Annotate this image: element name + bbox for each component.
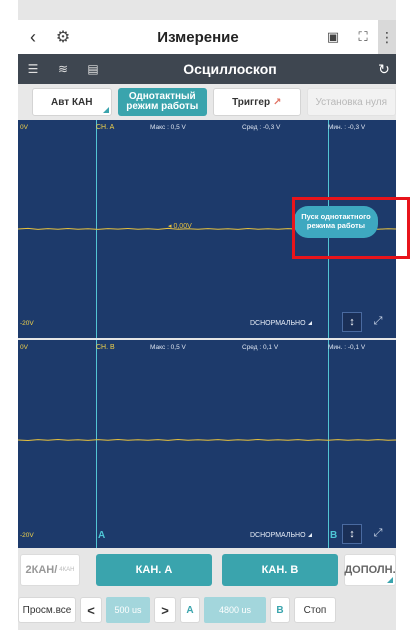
vertical-adjust-icon[interactable]: ↕ xyxy=(342,312,362,332)
more-label: ДОПОЛН. xyxy=(344,564,396,576)
toolbar-title: Осциллоскоп xyxy=(183,61,277,77)
dropdown-corner-icon xyxy=(307,533,312,537)
single-mode-label: Однотактный режим работы xyxy=(126,90,199,112)
single-start-button[interactable]: Пуск однотактного режима работы xyxy=(294,206,378,238)
single-mode-button[interactable]: Однотактный режим работы xyxy=(117,88,208,116)
two-channel-button[interactable]: 2КАН/ 4КАН xyxy=(20,554,80,586)
cursor-b-label[interactable]: B xyxy=(330,530,338,541)
cursor-b-line[interactable] xyxy=(328,340,329,548)
prev-button[interactable]: < xyxy=(80,597,102,623)
single-start-label: Пуск однотактного режима работы xyxy=(301,212,371,230)
channel-a-label: КАН. А xyxy=(135,564,173,576)
trigger-edge-icon: ↗ xyxy=(273,96,282,108)
channel-b-label: КАН. В xyxy=(261,564,299,576)
vertical-adjust-icon[interactable]: ↕ xyxy=(342,524,362,544)
auto-channel-button[interactable]: Авт КАН xyxy=(32,88,112,116)
trigger-label: Триггер xyxy=(232,96,271,108)
four-channel-label: 4КАН xyxy=(59,567,75,573)
cursor-a-line[interactable] xyxy=(96,340,97,548)
next-button[interactable]: > xyxy=(154,597,176,623)
page-title: Измерение xyxy=(157,28,239,46)
title-bar: ‹ ⚙ Измерение ▣ ⛶ ⋮ xyxy=(18,20,396,54)
fullscreen-icon[interactable]: ⛶ xyxy=(358,29,368,44)
mode-buttons-row: Авт КАН Однотактный режим работы Триггер… xyxy=(18,84,396,120)
avg-value: Сред : 0,1 V xyxy=(242,344,279,351)
vci-logo-icon: ⚙ xyxy=(55,29,71,46)
two-channel-label: 2КАН/ xyxy=(25,564,58,576)
dropdown-corner-icon xyxy=(102,107,109,113)
min-value: Мин. : -0,3 V xyxy=(328,124,366,131)
bottom-voltage-label: -20V xyxy=(20,320,34,327)
coupling-mode-dropdown[interactable]: DСНОРМАЛЬНО xyxy=(250,320,312,327)
channel-b-button[interactable]: КАН. В xyxy=(222,554,338,586)
bottom-voltage-label: -20V xyxy=(20,532,34,539)
battery-icon: ▣ xyxy=(326,29,340,44)
expand-icon[interactable]: ⤢ xyxy=(373,527,383,539)
expand-icon[interactable]: ⤢ xyxy=(373,315,383,327)
max-value: Макс : 0,5 V xyxy=(150,344,186,351)
cursor-a-label[interactable]: A xyxy=(98,530,106,541)
cursor-a-button[interactable]: A xyxy=(180,597,200,623)
channel-a-button[interactable]: КАН. А xyxy=(96,554,212,586)
coupling-mode-label: DСНОРМАЛЬНО xyxy=(250,532,306,539)
coupling-mode-label: DСНОРМАЛЬНО xyxy=(250,320,306,327)
time-b-field[interactable]: 4800 us xyxy=(204,597,266,623)
trigger-button[interactable]: Триггер ↗ xyxy=(213,88,301,116)
stop-button[interactable]: Стоп xyxy=(294,597,336,623)
time-a-field[interactable]: 500 us xyxy=(106,597,150,623)
bottom-controls: Просм.все < 500 us > A 4800 us B Стоп xyxy=(18,594,396,626)
min-value: Мин. : -0,1 V xyxy=(328,344,366,351)
more-menu-icon[interactable]: ⋮ xyxy=(378,20,396,54)
trigger-marker-icon: ◂ xyxy=(168,223,172,230)
more-button[interactable]: ДОПОЛН. xyxy=(344,554,396,586)
zero-setup-button[interactable]: Установка нуля xyxy=(306,88,396,116)
scope-panel-b[interactable]: 0V CH. B Макс : 0,5 V Сред : 0,1 V Мин. … xyxy=(18,340,396,548)
dropdown-corner-icon xyxy=(387,577,393,583)
app-window: ‹ ⚙ Измерение ▣ ⛶ ⋮ ☰ ≋ ▤ Осциллоскоп ↻ … xyxy=(18,0,396,630)
trace-marker: ◂ 0,00V xyxy=(168,222,192,230)
highlight-box xyxy=(292,197,410,259)
layout-icon[interactable]: ▤ xyxy=(87,62,99,76)
toolbar: ☰ ≋ ▤ Осциллоскоп ↻ xyxy=(18,54,396,84)
marker-value: 0,00V xyxy=(173,223,192,230)
channel-label: CH. A xyxy=(96,124,115,131)
zero-setup-label: Установка нуля xyxy=(315,96,388,108)
cursor-b-button[interactable]: B xyxy=(270,597,290,623)
view-all-button[interactable]: Просм.все xyxy=(18,597,76,623)
settings-sliders-icon[interactable]: ☰ xyxy=(27,62,39,76)
dropdown-corner-icon xyxy=(307,321,312,325)
top-voltage-label: 0V xyxy=(20,124,28,131)
auto-channel-label: Авт КАН xyxy=(51,96,93,108)
avg-value: Сред : -0,3 V xyxy=(242,124,281,131)
coupling-mode-dropdown[interactable]: DСНОРМАЛЬНО xyxy=(250,532,312,539)
channel-label: CH. B xyxy=(96,344,115,351)
trace-b xyxy=(18,438,396,442)
channel-row: 2КАН/ 4КАН КАН. А КАН. В ДОПОЛН. xyxy=(18,552,396,588)
top-voltage-label: 0V xyxy=(20,344,28,351)
wave-icon[interactable]: ≋ xyxy=(57,62,69,76)
max-value: Макс : 0,5 V xyxy=(150,124,186,131)
back-icon[interactable]: ‹ xyxy=(30,26,36,47)
refresh-icon[interactable]: ↻ xyxy=(378,60,390,77)
